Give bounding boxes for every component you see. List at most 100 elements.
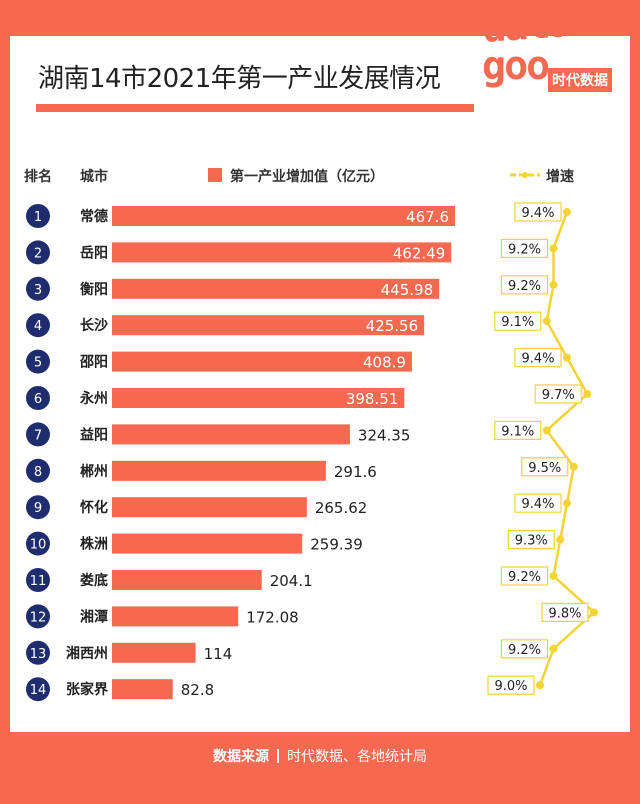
bar-value-label: 324.35 [358,426,411,444]
rank-label: 12 [30,610,47,625]
bar [112,242,452,263]
rank-badge [26,240,50,265]
bar [112,679,173,700]
chart-title: 湖南14市2021年第一产业发展情况 [38,64,441,94]
growth-label-box [494,420,542,440]
legend-line-swatch [510,172,540,178]
bar-value-label: 204.1 [270,572,313,590]
growth-label: 9.0% [494,679,527,694]
city-label: 张家界 [66,681,109,698]
bar [112,206,455,226]
city-label: 娄底 [80,572,108,589]
bar [112,351,412,372]
footer-source: 时代数据、各地统计局 [287,749,427,765]
header-city: 城市 [80,169,108,185]
chart-plot: 1 常德 467.6 2 岳阳 462.49 3 衡阳 445.98 4 长沙 425.56 5 邵阳 40… [26,202,598,702]
growth-label-box [534,384,582,404]
growth-point [590,608,598,617]
bar-value-label: 425.56 [366,317,419,335]
growth-label: 9.1% [501,424,534,439]
growth-point [549,644,558,653]
growth-label-box [521,457,569,477]
city-label: 邵阳 [79,355,108,371]
legend-line-label: 增速 [546,169,574,185]
growth-point [542,317,551,326]
rank-badge [26,604,50,629]
growth-point [563,353,571,362]
rank-label: 10 [30,538,47,553]
growth-label: 9.7% [542,388,575,403]
growth-point [549,572,558,580]
bar-value-label: 408.9 [363,354,406,372]
growth-label: 9.3% [515,534,548,549]
rank-label: 14 [30,683,47,698]
growth-point [569,462,578,471]
city-label: 怀化 [80,499,108,516]
bar-value-label: 259.39 [310,536,363,554]
bar-value-label: 445.98 [381,281,434,299]
city-label: 株洲 [80,536,108,553]
bar-value-label: 172.08 [246,608,299,626]
title-underline [36,104,474,112]
logo-brand-text: 时代数据 [548,68,612,92]
rank-label: 3 [34,283,42,298]
rank-label: 13 [30,647,47,662]
growth-label: 9.2% [508,242,541,257]
rank-badge [26,422,50,447]
growth-point [542,426,551,435]
city-label: 益阳 [80,426,108,443]
growth-label-box [507,529,555,550]
bar-value-label: 398.51 [346,390,399,408]
rank-badge [26,640,50,665]
rank-badge [26,531,50,556]
growth-point [563,208,571,216]
city-label: 岳阳 [80,244,108,261]
city-label: 郴州 [80,463,108,480]
bar-value-label: 82.8 [181,681,214,699]
brand-logo: data goo 时代数据 [481,0,626,116]
growth-label: 9.2% [508,643,541,658]
growth-label-box [500,566,549,586]
logo-word-bottom: goo [482,43,550,89]
city-label: 长沙 [80,317,108,334]
rank-badge [26,568,50,592]
rank-label: 6 [34,392,42,407]
bar [112,388,405,408]
header-rank: 排名 [24,169,52,185]
growth-label-box [514,202,562,222]
growth-point [563,499,571,508]
growth-label-box [500,275,549,295]
bar [112,570,262,590]
bar [112,278,440,299]
rank-label: 4 [34,319,42,334]
rank-label: 1 [34,210,42,225]
rank-label: 2 [34,246,42,261]
city-label: 湘潭 [80,608,108,625]
footer-separator [277,749,279,763]
rank-label: 8 [34,465,42,480]
growth-label-box [500,238,549,258]
growth-point [549,244,558,253]
growth-label-box [500,639,549,659]
growth-label: 9.1% [501,315,534,330]
growth-label-box [487,675,535,695]
bar-value-label: 265.62 [315,499,368,517]
rank-label: 7 [34,428,42,443]
rank-badge [26,313,50,338]
city-label: 湘西州 [66,645,108,662]
bar [112,642,196,663]
rank-badge [26,386,50,410]
rank-label: 9 [34,501,42,516]
growth-label: 9.4% [521,352,554,367]
rank-label: 5 [34,356,42,371]
legend-bar-swatch [208,168,222,182]
footer-label: 数据来源 [213,749,269,765]
growth-label-box [494,311,542,331]
bar [112,606,239,627]
growth-label: 9.8% [548,606,581,621]
legend-bar-label: 第一产业增加值（亿元） [230,169,384,185]
rank-label: 11 [30,574,47,589]
growth-label-box [514,348,562,368]
rank-badge [26,349,50,374]
bar [112,533,303,554]
